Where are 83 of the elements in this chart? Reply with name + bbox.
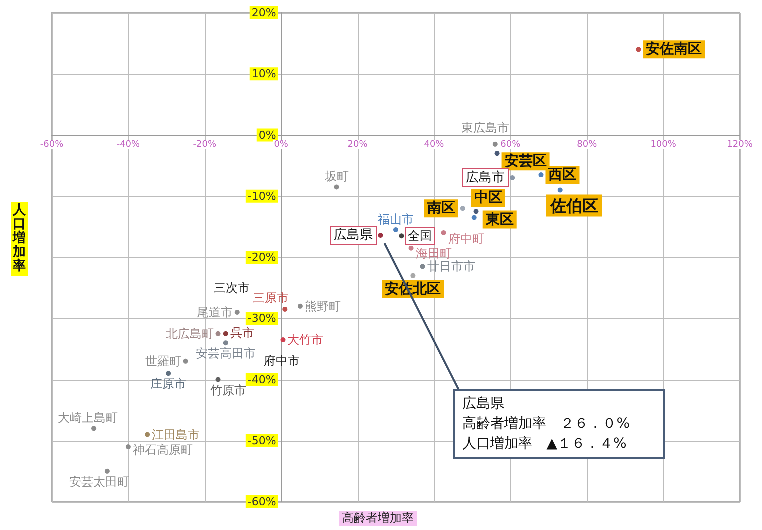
- series-label: 呉市: [230, 326, 254, 340]
- point: [408, 246, 414, 251]
- series-label: 中区: [474, 190, 502, 206]
- x-tick-label: -60%: [40, 140, 64, 150]
- series-label: 庄原市: [150, 377, 187, 392]
- point: [510, 176, 516, 181]
- y-tick-label: 20%: [252, 6, 276, 20]
- point: [298, 304, 303, 309]
- point: [558, 188, 563, 193]
- series-label: 広島市: [466, 170, 506, 186]
- point: [460, 206, 466, 212]
- series-label: 安芸高田市: [196, 346, 256, 361]
- point: [223, 340, 228, 346]
- y-tick-label: -50%: [248, 434, 276, 448]
- x-tick-label: 80%: [577, 140, 598, 150]
- point: [399, 234, 404, 239]
- point: [474, 209, 479, 214]
- callout-box: 広島県 高齢者増加率 ２６．０% 人口増加率 ▲１６．４%: [452, 389, 665, 460]
- point: [420, 264, 426, 270]
- point: [216, 377, 221, 382]
- y-tick-label: -10%: [248, 190, 276, 203]
- y-axis-title: 人口増加率: [11, 202, 28, 276]
- x-tick-label: 120%: [727, 140, 754, 150]
- series-label: 全国: [408, 229, 432, 244]
- annotation: 人口増加率 ▲１６．４%: [462, 435, 628, 454]
- series-label: 東広島市: [461, 120, 510, 135]
- x-tick-label: 60%: [500, 140, 522, 150]
- point: [92, 426, 97, 432]
- series-label: 神石高原町: [132, 442, 193, 457]
- point: [145, 432, 150, 438]
- x-tick-label: 0%: [274, 140, 289, 150]
- x-tick-label: -20%: [193, 140, 217, 150]
- series-label: 大崎上島町: [58, 411, 118, 426]
- point: [494, 151, 500, 156]
- point: [223, 331, 228, 336]
- point: [280, 338, 286, 343]
- x-axis-title: 高齢者増加率: [339, 511, 417, 526]
- x-tick-label: 20%: [348, 140, 368, 150]
- y-tick-label: 10%: [252, 68, 276, 81]
- point: [441, 230, 446, 236]
- series-label: 坂町: [324, 170, 349, 184]
- point: [104, 468, 110, 474]
- series-label: 世羅町: [145, 354, 182, 368]
- point: [234, 310, 240, 316]
- annotation: 府中市: [264, 354, 300, 368]
- y-tick-label: -30%: [248, 312, 276, 326]
- series-label: 海田町: [416, 246, 452, 260]
- point: [282, 306, 288, 312]
- series-label: 広島県: [334, 226, 374, 243]
- point: [472, 215, 477, 220]
- series-label: 大竹市: [288, 333, 324, 348]
- point: [636, 47, 642, 52]
- x-tick-label: 40%: [424, 140, 445, 150]
- point: [492, 142, 498, 147]
- series-label: 府中町: [448, 232, 484, 246]
- y-tick-label: -40%: [248, 373, 276, 386]
- point: [334, 184, 340, 190]
- series-label: 福山市: [378, 212, 414, 226]
- x-tick-label: 100%: [650, 140, 677, 150]
- x-tick-label: -40%: [116, 140, 141, 150]
- series-label: 安芸区: [504, 152, 547, 170]
- point: [166, 371, 172, 376]
- series-label: 佐伯区: [549, 196, 598, 216]
- series-label: 熊野町: [304, 299, 341, 314]
- point: [538, 172, 544, 178]
- annotation: 広島県: [462, 395, 506, 414]
- point: [126, 444, 131, 450]
- annotation: 三次市: [214, 281, 250, 295]
- series-label: 西区: [548, 166, 577, 183]
- y-tick-label: -60%: [248, 496, 276, 508]
- series-label: 竹原市: [210, 383, 246, 398]
- series-label: 東区: [484, 212, 514, 228]
- point: [216, 331, 221, 336]
- point: [410, 273, 416, 278]
- point: [378, 232, 384, 238]
- series-label: 廿日市市: [427, 260, 476, 274]
- annotation: 高齢者増加率 ２６．０%: [462, 415, 632, 434]
- point: [394, 227, 398, 232]
- series-label: 江田島市: [152, 428, 200, 442]
- series-label: 安佐南区: [646, 40, 702, 58]
- point: [183, 358, 188, 364]
- y-tick-label: -20%: [248, 251, 276, 264]
- series-label: 南区: [426, 200, 456, 217]
